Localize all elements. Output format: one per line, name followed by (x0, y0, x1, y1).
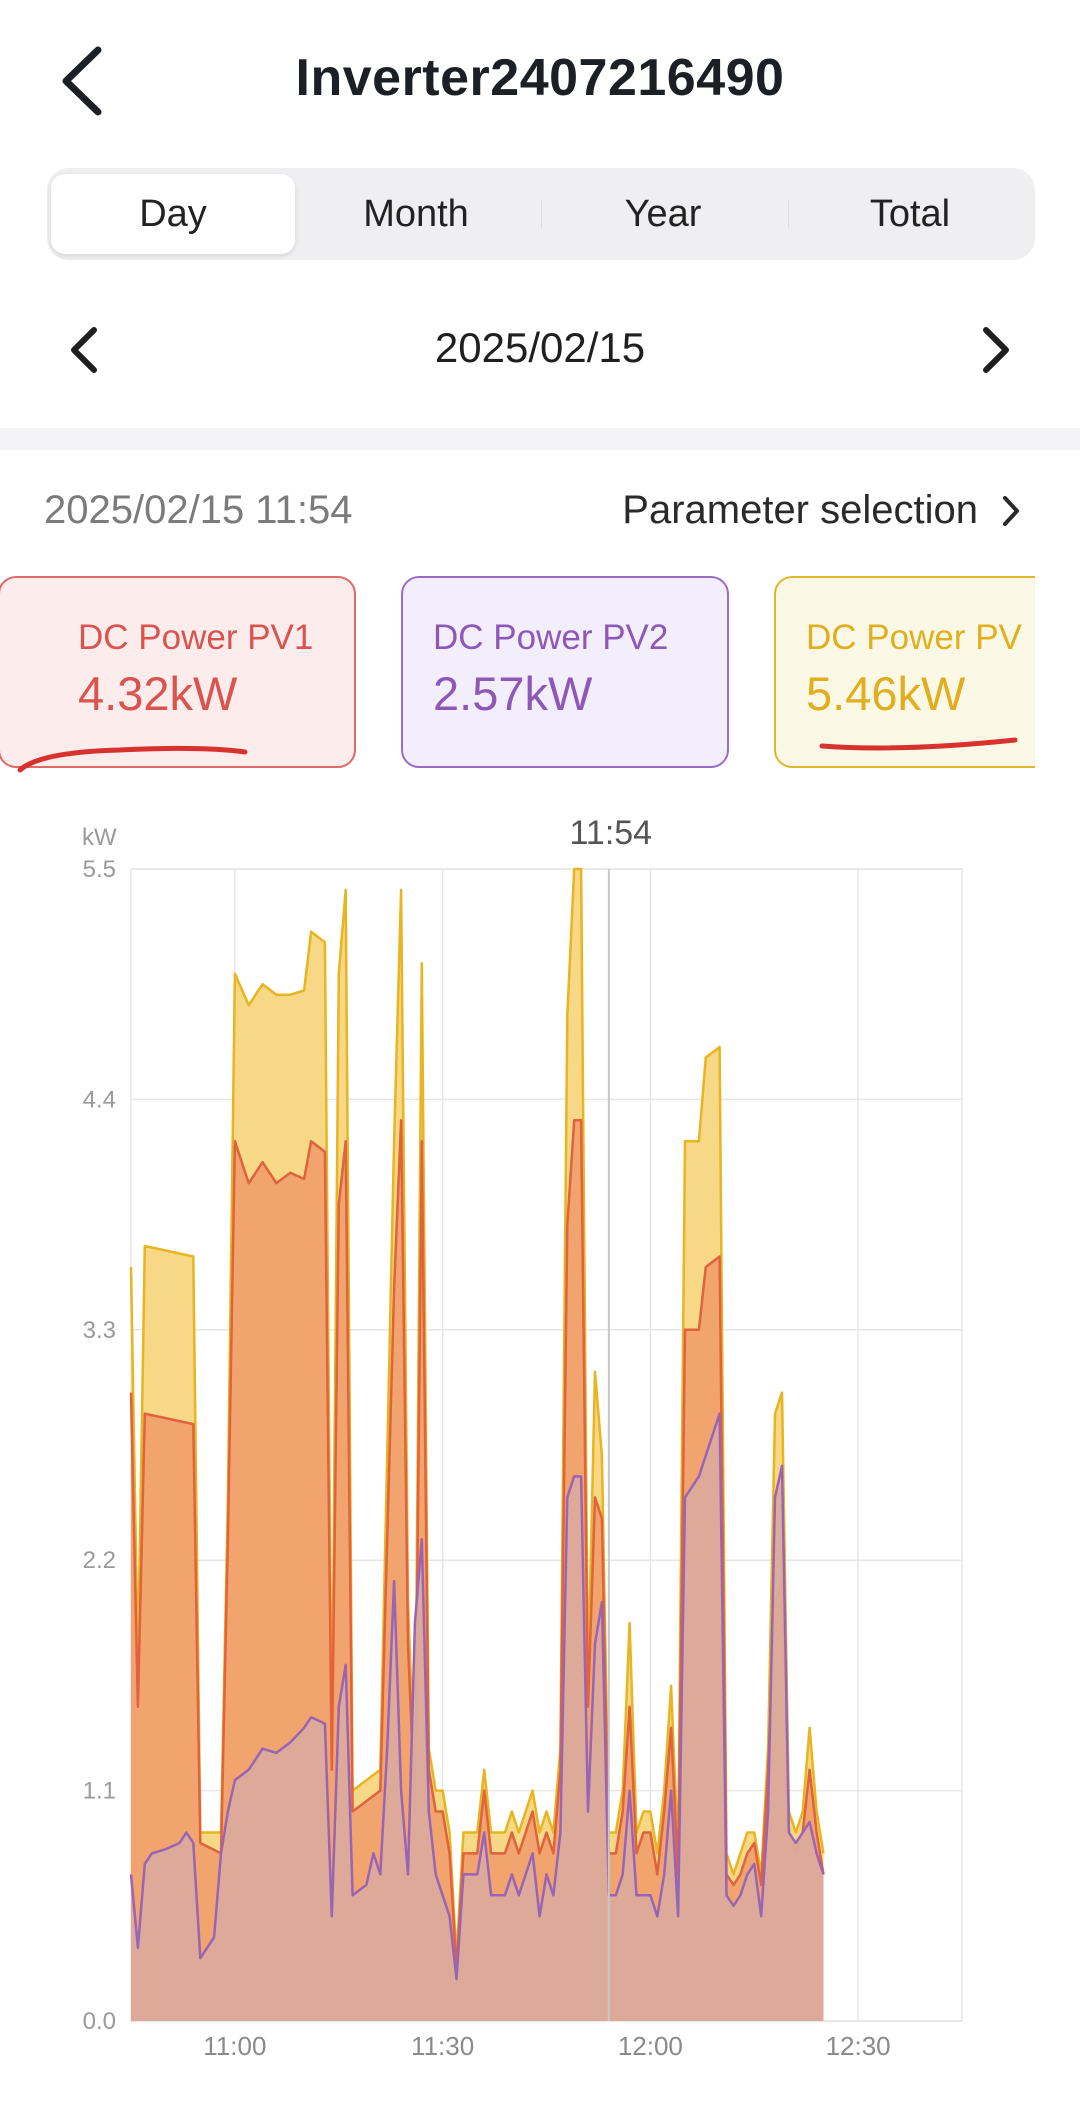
app-header: Inverter2407216490 (0, 0, 1080, 160)
y-tick-label: 2.2 (83, 1547, 116, 1574)
card-dc-power-pv[interactable]: DC Power PV 5.46kW (774, 576, 1035, 768)
x-tick-label: 11:00 (203, 2031, 266, 2061)
period-tabs: Day Month Year Total (47, 168, 1035, 260)
card-label: DC Power PV2 (433, 618, 669, 657)
data-timestamp: 2025/02/15 11:54 (44, 488, 353, 532)
section-divider (0, 428, 1080, 450)
y-unit-label: kW (82, 824, 117, 851)
series-area-dc-power-pv2 (131, 1413, 824, 2021)
series-line-dc-power-pv2 (129, 1412, 825, 1981)
series-line-dc-power-pv (129, 867, 825, 1960)
tab-day[interactable]: Day (51, 174, 295, 254)
power-chart[interactable]: 0.0 1.1 2.2 3.3 4.4 5.5 11:00 11:30 12:00 12:30 kW… (0, 800, 1080, 2106)
cursor-time-label: 11:54 (570, 814, 653, 852)
underline-pv1-annotation (17, 745, 248, 773)
y-tick-label: 1.1 (83, 1778, 116, 1805)
chevron-right-icon[interactable] (974, 324, 1018, 376)
date-navigator: 2025/02/15 (0, 300, 1080, 400)
chevron-left-icon[interactable] (62, 324, 106, 376)
y-tick-label: 4.4 (83, 1086, 116, 1113)
underline-pv-annotation (819, 737, 1018, 751)
card-label: DC Power PV (806, 618, 1022, 657)
tab-divider (541, 200, 542, 228)
series-line-dc-power-pv1 (129, 1119, 825, 1970)
tab-year[interactable]: Year (624, 193, 702, 235)
tab-divider (788, 200, 789, 228)
parameter-selection-label: Parameter selection (622, 488, 978, 532)
card-label: DC Power PV1 (78, 618, 314, 657)
card-dc-power-pv1[interactable]: DC Power PV1 4.32kW (0, 576, 356, 768)
tab-month[interactable]: Month (363, 193, 469, 235)
tab-total[interactable]: Total (869, 193, 951, 235)
x-tick-label: 11:30 (411, 2031, 474, 2061)
handwritten-underline-annotations (17, 737, 1018, 773)
y-tick-label: 0.0 (83, 2008, 116, 2035)
power-cards: DC Power PV1 4.32kW DC Power PV2 2.57kW … (0, 576, 1035, 772)
selected-date[interactable]: 2025/02/15 (434, 324, 646, 371)
card-value: 5.46kW (806, 667, 966, 720)
chevron-right-icon (1003, 495, 1019, 526)
back-icon[interactable] (52, 42, 112, 120)
x-tick-label: 12:00 (618, 2031, 683, 2061)
y-tick-label: 5.5 (83, 856, 116, 883)
parameter-selection-button[interactable]: Parameter selection (622, 488, 1022, 533)
card-dc-power-pv2[interactable]: DC Power PV2 2.57kW (401, 576, 729, 768)
power-chart-svg: 0.0 1.1 2.2 3.3 4.4 5.5 11:00 11:30 12:00 12:30 kW… (82, 814, 963, 2061)
card-value: 4.32kW (78, 667, 238, 720)
card-value: 2.57kW (433, 667, 593, 720)
page-title: Inverter2407216490 (295, 49, 785, 107)
y-tick-label: 3.3 (83, 1317, 116, 1344)
x-tick-label: 12:30 (826, 2031, 891, 2061)
